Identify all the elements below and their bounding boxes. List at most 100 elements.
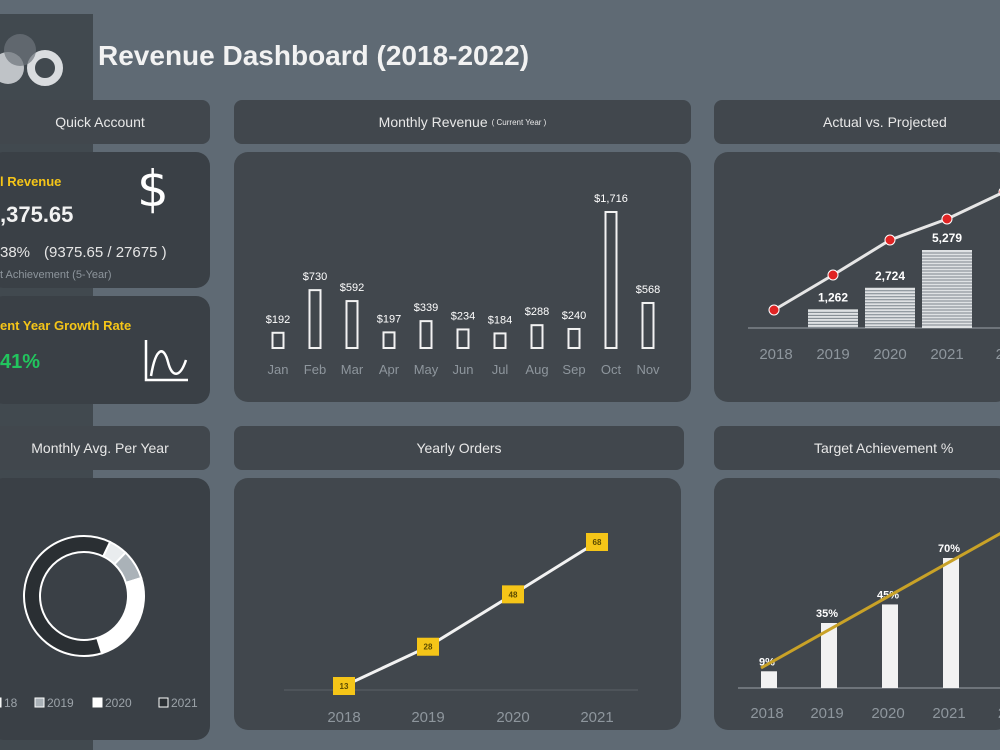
avp-bar-label: 5,279: [932, 231, 962, 245]
donut-slice: [23, 535, 112, 657]
header-actual-vs-projected: Actual vs. Projected: [714, 100, 1000, 144]
actual-vs-projected-panel: 1,262 2,724 5,279 2018 2019 2020 2021 20: [714, 152, 1000, 402]
header-monthly-revenue-note: ( Current Year ): [491, 117, 547, 127]
orders-year-label: 2018: [327, 709, 360, 726]
target-bar: [943, 558, 959, 688]
revenue-month-label: Nov: [636, 362, 660, 377]
revenue-bar-label: $184: [488, 314, 512, 326]
revenue-month-label: Mar: [341, 362, 364, 377]
monthly-avg-chart: 18 2019 2020 2021: [0, 535, 198, 710]
orders-marker: [333, 677, 355, 695]
kpi-revenue-value: ,375.65: [0, 202, 74, 227]
orders-marker: [586, 533, 608, 551]
target-year-label: 2018: [750, 705, 783, 722]
revenue-month-label: Feb: [304, 362, 326, 377]
avp-year-label: 20: [996, 346, 1000, 363]
revenue-bar: [604, 211, 618, 349]
revenue-bar: [641, 301, 655, 350]
donut-slice: [95, 576, 145, 655]
yearly-orders-panel: 13 28 48 68 2018 2019 2020 2021: [234, 478, 681, 730]
revenue-bar: [382, 331, 396, 350]
target-bar: [882, 604, 898, 688]
revenue-month-label: Sep: [562, 362, 585, 377]
avp-year-label: 2019: [816, 346, 849, 363]
avp-year-label: 2018: [759, 346, 792, 363]
donut-legend-swatch: [34, 697, 45, 708]
revenue-bar-label: $288: [525, 306, 549, 318]
kpi-revenue-ratio: (9375.65 / 27675 ): [44, 244, 167, 261]
kpi-growth-value: 41%: [0, 351, 41, 373]
donut-legend-label: 2020: [105, 696, 132, 710]
monthly-revenue-chart: $192 Jan $730 Feb $592 Mar $197 Apr $339 May $234 J…: [266, 193, 660, 377]
avp-line-marker: [941, 213, 953, 225]
revenue-bar-label: $197: [377, 313, 401, 325]
kpi-growth-label: ent Year Growth Rate: [0, 318, 132, 333]
target-bar-label: 35%: [816, 608, 838, 620]
header-quick-account-label: Quick Account: [55, 114, 145, 130]
donut-legend-swatch: [92, 697, 103, 708]
revenue-bar-label: $568: [636, 284, 660, 296]
revenue-bar-label: $730: [303, 271, 327, 283]
actual-vs-projected-chart: 1,262 2,724 5,279 2018 2019 2020 2021 20: [748, 188, 1000, 363]
header-quick-account: Quick Account: [0, 100, 210, 144]
avp-bar: [922, 250, 972, 328]
revenue-bar-label: $1,716: [594, 193, 628, 205]
header-target-achievement-label: Target Achievement %: [814, 440, 954, 456]
page-title: Revenue Dashboard (2018-2022): [98, 40, 530, 71]
orders-year-label: 2019: [411, 709, 444, 726]
orders-marker: [502, 585, 524, 604]
monthly-avg-panel: 18 2019 2020 2021: [0, 478, 210, 740]
revenue-month-label: May: [414, 362, 439, 377]
orders-line: [343, 540, 598, 688]
avp-bar-fill: [865, 287, 915, 328]
header-yearly-orders: Yearly Orders: [234, 426, 684, 470]
target-year-label: 2019: [810, 705, 843, 722]
growth-curve-icon: [144, 340, 188, 382]
avp-bar-label: 1,262: [818, 290, 848, 304]
kpi-growth-card: ent Year Growth Rate 41%: [0, 296, 210, 404]
avp-year-label: 2021: [930, 346, 963, 363]
avp-bar: [865, 287, 915, 328]
donut-legend-label: 2019: [47, 696, 74, 710]
donut-legend-swatch: [158, 697, 169, 708]
revenue-bar: [493, 332, 507, 350]
revenue-month-label: Jan: [268, 362, 289, 377]
revenue-month-label: Oct: [601, 362, 622, 377]
monthly-revenue-panel: $192 Jan $730 Feb $592 Mar $197 Apr $339 May $234 J…: [234, 152, 691, 402]
avp-bar: [808, 309, 858, 328]
donut-legend-label: 18: [4, 696, 18, 710]
revenue-bar: [530, 324, 544, 349]
revenue-bar: [271, 331, 285, 350]
target-bar: [761, 671, 777, 688]
revenue-bar-label: $592: [340, 282, 364, 294]
kpi-revenue-sub: t Achievement (5-Year): [0, 269, 112, 281]
orders-marker-label: 28: [424, 643, 433, 652]
target-bar-label: 70%: [938, 543, 960, 555]
avp-year-label: 2020: [873, 346, 906, 363]
target-trend-line: [760, 531, 1000, 670]
kpi-revenue-percent: 38%: [0, 244, 31, 261]
kpi-revenue-label: l Revenue: [0, 174, 62, 189]
header-target-achievement: Target Achievement %: [714, 426, 1000, 470]
orders-marker-label: 13: [340, 682, 349, 691]
avp-line-marker: [827, 269, 839, 281]
header-actual-vs-projected-label: Actual vs. Projected: [823, 114, 947, 130]
orders-marker-label: 68: [593, 538, 602, 547]
avp-line-marker: [884, 234, 896, 246]
revenue-month-label: Apr: [379, 362, 400, 377]
header-yearly-orders-label: Yearly Orders: [416, 440, 502, 456]
revenue-bar: [419, 320, 433, 350]
logo-icon: [0, 34, 63, 86]
revenue-bar: [308, 289, 322, 349]
donut-legend-swatch: [0, 697, 2, 708]
donut-legend-label: 2021: [171, 696, 198, 710]
orders-marker: [417, 637, 439, 656]
header-monthly-avg-label: Monthly Avg. Per Year: [31, 440, 169, 456]
revenue-bar: [567, 327, 581, 349]
yearly-orders-chart: 13 28 48 68 2018 2019 2020 2021: [284, 533, 638, 726]
dollar-icon: $: [137, 160, 169, 218]
revenue-month-label: Aug: [525, 362, 548, 377]
revenue-bar: [456, 328, 470, 349]
orders-year-label: 2020: [496, 709, 529, 726]
